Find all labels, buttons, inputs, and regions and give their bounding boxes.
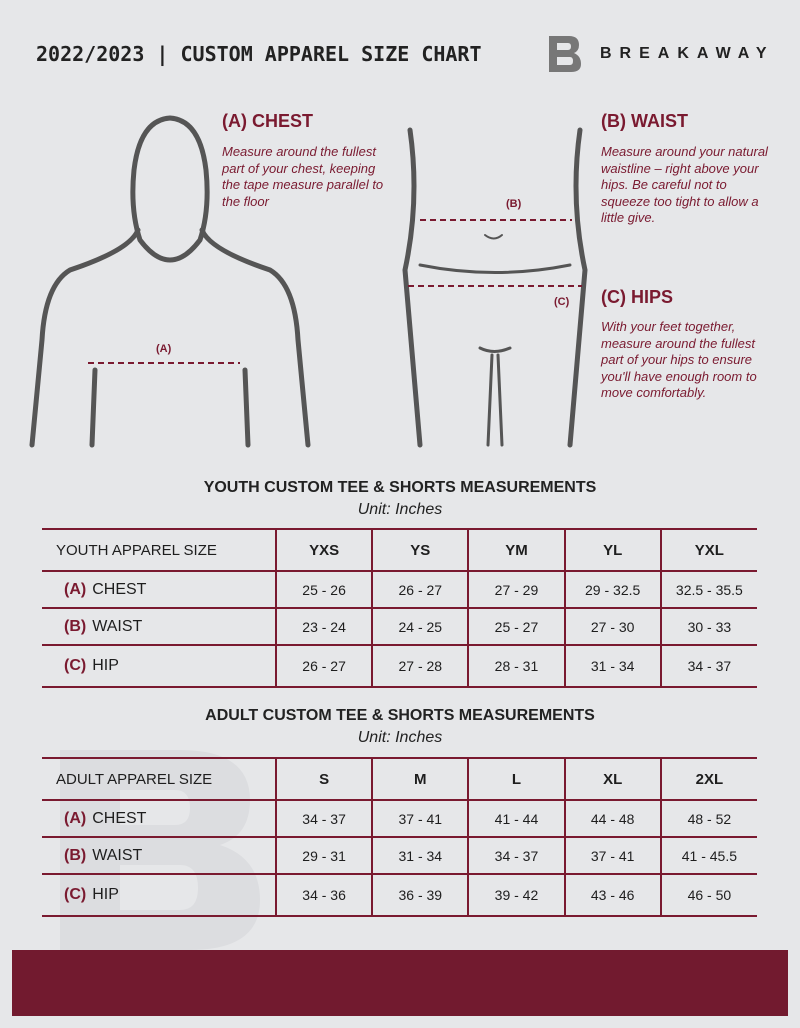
- table-cell: 34 - 37: [274, 799, 373, 838]
- youth-title: YOUTH CUSTOM TEE & SHORTS MEASUREMENTS: [203, 479, 597, 496]
- table-cell: 44 - 48: [563, 799, 661, 838]
- table-cell: YL: [563, 528, 661, 572]
- waist-marker: (B): [506, 198, 522, 210]
- table-cell: S: [274, 757, 373, 801]
- hips-marker: (C): [554, 296, 570, 308]
- table-cell: 29 - 32.5: [563, 570, 661, 609]
- table-cell: 30 - 33: [659, 607, 757, 646]
- table-cell: (C) HIP: [42, 873, 276, 917]
- table-row: (B) WAIST 29 - 31 31 - 34 34 - 37 37 - 41 41 -…: [42, 836, 757, 875]
- table-cell: 37 - 41: [371, 799, 469, 838]
- youth-unit: Unit: Inches: [357, 501, 443, 518]
- table-cell: 41 - 45.5: [659, 836, 757, 875]
- adult-title: ADULT CUSTOM TEE & SHORTS MEASUREMENTS: [205, 707, 595, 724]
- waist-heading: (B) WAIST: [601, 111, 688, 131]
- adult-table: ADULT APPAREL SIZE S M L XL 2XL (A) CHEST 34 - …: [42, 757, 757, 917]
- table-header-row: ADULT APPAREL SIZE S M L XL 2XL: [42, 757, 757, 801]
- table-cell: 27 - 29: [467, 570, 565, 609]
- table-cell: 34 - 36: [274, 873, 373, 917]
- table-cell: 25 - 26: [274, 570, 373, 609]
- table-cell: M: [371, 757, 469, 801]
- table-row: (C) HIP 34 - 36 36 - 39 39 - 42 43 - 46 46 - 5…: [42, 873, 757, 917]
- waist-text: Measure around your natural waistline – …: [601, 144, 768, 225]
- table-cell: (A) CHEST: [42, 570, 276, 609]
- table-row: (A) CHEST 34 - 37 37 - 41 41 - 44 44 - 48 48 -…: [42, 799, 757, 838]
- table-cell: YS: [371, 528, 469, 572]
- table-cell: YXL: [659, 528, 757, 572]
- adult-unit: Unit: Inches: [357, 729, 443, 746]
- table-cell: 2XL: [659, 757, 757, 801]
- table-cell: 26 - 27: [371, 570, 469, 609]
- table-cell: 27 - 28: [371, 644, 469, 688]
- table-cell: 37 - 41: [563, 836, 661, 875]
- table-cell: 29 - 31: [274, 836, 373, 875]
- table-cell: 41 - 44: [467, 799, 565, 838]
- table-cell: (C) HIP: [42, 644, 276, 688]
- chest-marker: (A): [156, 343, 172, 355]
- table-cell: ADULT APPAREL SIZE: [42, 757, 276, 801]
- youth-table: YOUTH APPAREL SIZE YXS YS YM YL YXL (A) CHEST 2…: [42, 528, 757, 688]
- table-cell: 28 - 31: [467, 644, 565, 688]
- table-cell: 48 - 52: [659, 799, 757, 838]
- table-row: (A) CHEST 25 - 26 26 - 27 27 - 29 29 - 32.5 32…: [42, 570, 757, 609]
- table-cell: XL: [563, 757, 661, 801]
- table-header-row: YOUTH APPAREL SIZE YXS YS YM YL YXL: [42, 528, 757, 572]
- table-cell: 34 - 37: [659, 644, 757, 688]
- table-cell: 36 - 39: [371, 873, 469, 917]
- brand-logo: [549, 36, 581, 72]
- table-cell: (B) WAIST: [42, 836, 276, 875]
- table-cell: (A) CHEST: [42, 799, 276, 838]
- table-cell: L: [467, 757, 565, 801]
- table-cell: 31 - 34: [371, 836, 469, 875]
- table-cell: 31 - 34: [563, 644, 661, 688]
- table-cell: 24 - 25: [371, 607, 469, 646]
- table-row: (C) HIP 26 - 27 27 - 28 28 - 31 31 - 34 34 - 3…: [42, 644, 757, 688]
- table-cell: 26 - 27: [274, 644, 373, 688]
- chest-text: Measure around the fullest part of your …: [222, 144, 384, 209]
- table-cell: 46 - 50: [659, 873, 757, 917]
- table-cell: YOUTH APPAREL SIZE: [42, 528, 276, 572]
- table-cell: 34 - 37: [467, 836, 565, 875]
- chest-heading: (A) CHEST: [222, 111, 313, 131]
- table-cell: 23 - 24: [274, 607, 373, 646]
- table-cell: 27 - 30: [563, 607, 661, 646]
- table-cell: 39 - 42: [467, 873, 565, 917]
- table-cell: 25 - 27: [467, 607, 565, 646]
- table-row: (B) WAIST 23 - 24 24 - 25 25 - 27 27 - 30 30 -…: [42, 607, 757, 646]
- brand-name: BREAKAWAY: [600, 45, 775, 62]
- table-cell: 32.5 - 35.5: [659, 570, 757, 609]
- table-cell: 43 - 46: [563, 873, 661, 917]
- hips-text: With your feet together, measure around …: [601, 319, 757, 400]
- table-cell: YXS: [274, 528, 373, 572]
- body-diagram: [29, 115, 588, 448]
- footer-bar: [12, 950, 788, 1016]
- hips-heading: (C) HIPS: [601, 287, 673, 307]
- page-title: 2022/2023 | CUSTOM APPAREL SIZE CHART: [36, 42, 482, 66]
- table-cell: YM: [467, 528, 565, 572]
- table-cell: (B) WAIST: [42, 607, 276, 646]
